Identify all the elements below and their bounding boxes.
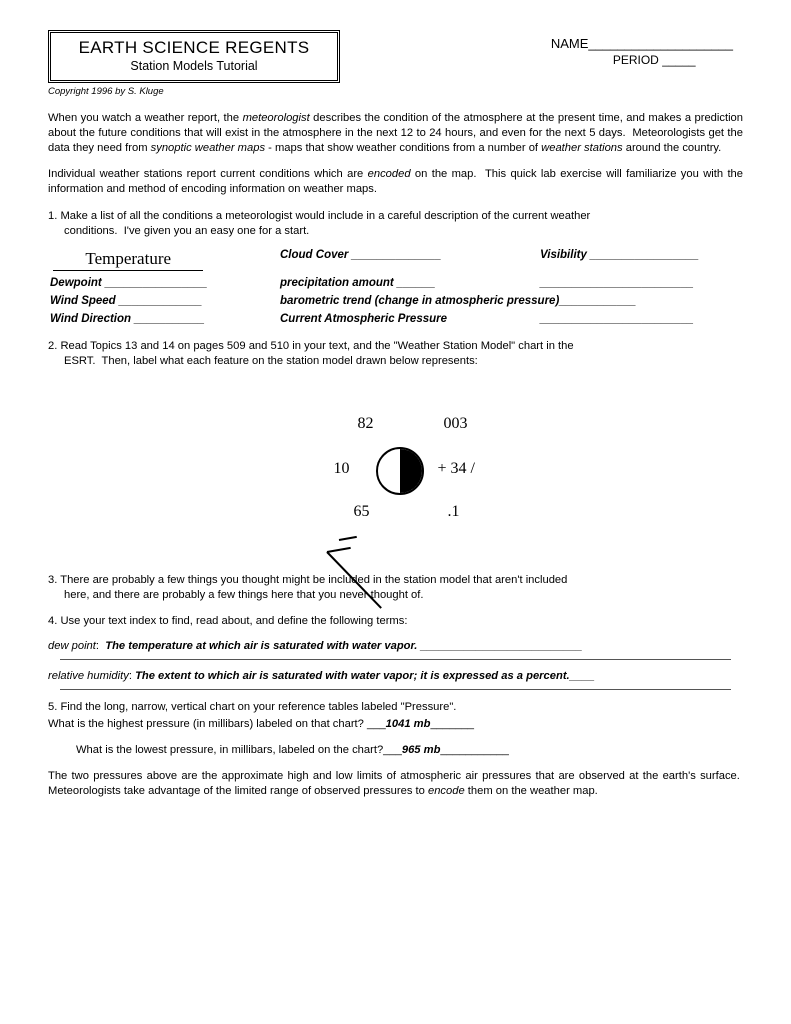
- header-row: EARTH SCIENCE REGENTS Station Models Tut…: [48, 30, 743, 83]
- rh-label: relative humidity: [48, 670, 129, 682]
- sm-pressure: 003: [444, 415, 468, 433]
- question-5-line3: What is the lowest pressure, in millibar…: [76, 743, 743, 758]
- dew-label: dew point: [48, 640, 96, 652]
- name-period-block: NAME____________________ PERIOD _____: [551, 30, 743, 67]
- question-2: 2. Read Topics 13 and 14 on pages 509 an…: [48, 339, 743, 369]
- q5-ans2: 965 mb: [402, 744, 441, 756]
- sm-wind-barb-2: [338, 536, 356, 541]
- question-4: 4. Use your text index to find, read abo…: [48, 614, 743, 629]
- cond-baro[interactable]: barometric trend (change in atmospheric …: [280, 295, 740, 307]
- cond-temperature: Temperature: [50, 249, 280, 271]
- station-model-diagram: 82 003 10 + 34 / 65 .1: [266, 385, 526, 565]
- cond-blank2[interactable]: ________________________: [540, 313, 740, 325]
- name-label: NAME: [551, 36, 589, 51]
- q2-cont: ESRT. Then, label what each feature on t…: [64, 355, 478, 367]
- period-blank[interactable]: _____: [662, 53, 695, 67]
- sm-wind-barb-1: [326, 547, 350, 553]
- cond-dewpoint[interactable]: Dewpoint ________________: [50, 277, 280, 289]
- q5-ans1: 1041 mb: [386, 718, 431, 730]
- sm-cloud-fill: [400, 449, 422, 493]
- closing-paragraph: The two pressures above are the approxim…: [48, 769, 743, 799]
- question-3: 3. There are probably a few things you t…: [48, 573, 743, 603]
- sm-precip: .1: [448, 503, 460, 521]
- def-dewpoint: dew point: The temperature at which air …: [48, 640, 743, 652]
- period-label: PERIOD: [613, 53, 659, 67]
- intro-paragraph: When you watch a weather report, the met…: [48, 111, 743, 156]
- cond-pressure: Current Atmospheric Pressure: [280, 313, 540, 325]
- sm-visibility: 10: [334, 460, 350, 478]
- italic-encoded: encoded: [368, 168, 411, 180]
- title-box: EARTH SCIENCE REGENTS Station Models Tut…: [48, 30, 340, 83]
- temperature-entry: Temperature: [53, 249, 203, 271]
- question-5-line1: 5. Find the long, narrow, vertical chart…: [48, 700, 743, 715]
- dew-def: The temperature at which air is saturate…: [105, 640, 582, 652]
- cond-windspeed[interactable]: Wind Speed _____________: [50, 295, 280, 307]
- q5-ans1-suffix: _______: [430, 718, 474, 730]
- def-relhum: relative humidity: The extent to which a…: [48, 670, 743, 682]
- para-2: Individual weather stations report curre…: [48, 167, 743, 197]
- rule-2[interactable]: [60, 688, 731, 690]
- main-title: EARTH SCIENCE REGENTS: [60, 38, 328, 58]
- rh-def: The extent to which air is saturated wit…: [135, 670, 594, 682]
- question-5-line2: What is the highest pressure (in milliba…: [48, 717, 743, 732]
- sm-temp: 82: [358, 415, 374, 433]
- cond-precip[interactable]: precipitation amount ______: [280, 277, 540, 289]
- worksheet-page: EARTH SCIENCE REGENTS Station Models Tut…: [0, 0, 791, 1024]
- name-blank[interactable]: ____________________: [588, 36, 733, 51]
- q5-ans2-suffix: ___________: [440, 744, 508, 756]
- copyright-line: Copyright 1996 by S. Kluge: [48, 86, 743, 97]
- title-box-inner: EARTH SCIENCE REGENTS Station Models Tut…: [54, 36, 334, 77]
- subtitle: Station Models Tutorial: [60, 59, 328, 73]
- sm-trend: + 34 /: [438, 460, 475, 478]
- sm-dewpoint: 65: [354, 503, 370, 521]
- cond-visibility[interactable]: Visibility _________________: [540, 249, 740, 271]
- sm-cloud-circle: [376, 447, 424, 495]
- period-line: PERIOD _____: [613, 53, 733, 67]
- cond-winddir[interactable]: Wind Direction ___________: [50, 313, 280, 325]
- question-1: 1. Make a list of all the conditions a m…: [48, 209, 743, 239]
- italic-synoptic: synoptic weather maps: [151, 142, 265, 154]
- italic-meteorologist: meteorologist: [243, 112, 310, 124]
- cond-blank1[interactable]: ________________________: [540, 277, 740, 289]
- q1-cont: conditions. I've given you an easy one f…: [64, 225, 309, 237]
- rule-1[interactable]: [60, 658, 731, 660]
- name-line: NAME____________________: [551, 36, 733, 51]
- conditions-grid: Temperature Cloud Cover ______________ V…: [50, 249, 743, 325]
- italic-encode: encode: [428, 785, 465, 797]
- cond-cloudcover[interactable]: Cloud Cover ______________: [280, 249, 540, 271]
- italic-stations: weather stations: [541, 142, 622, 154]
